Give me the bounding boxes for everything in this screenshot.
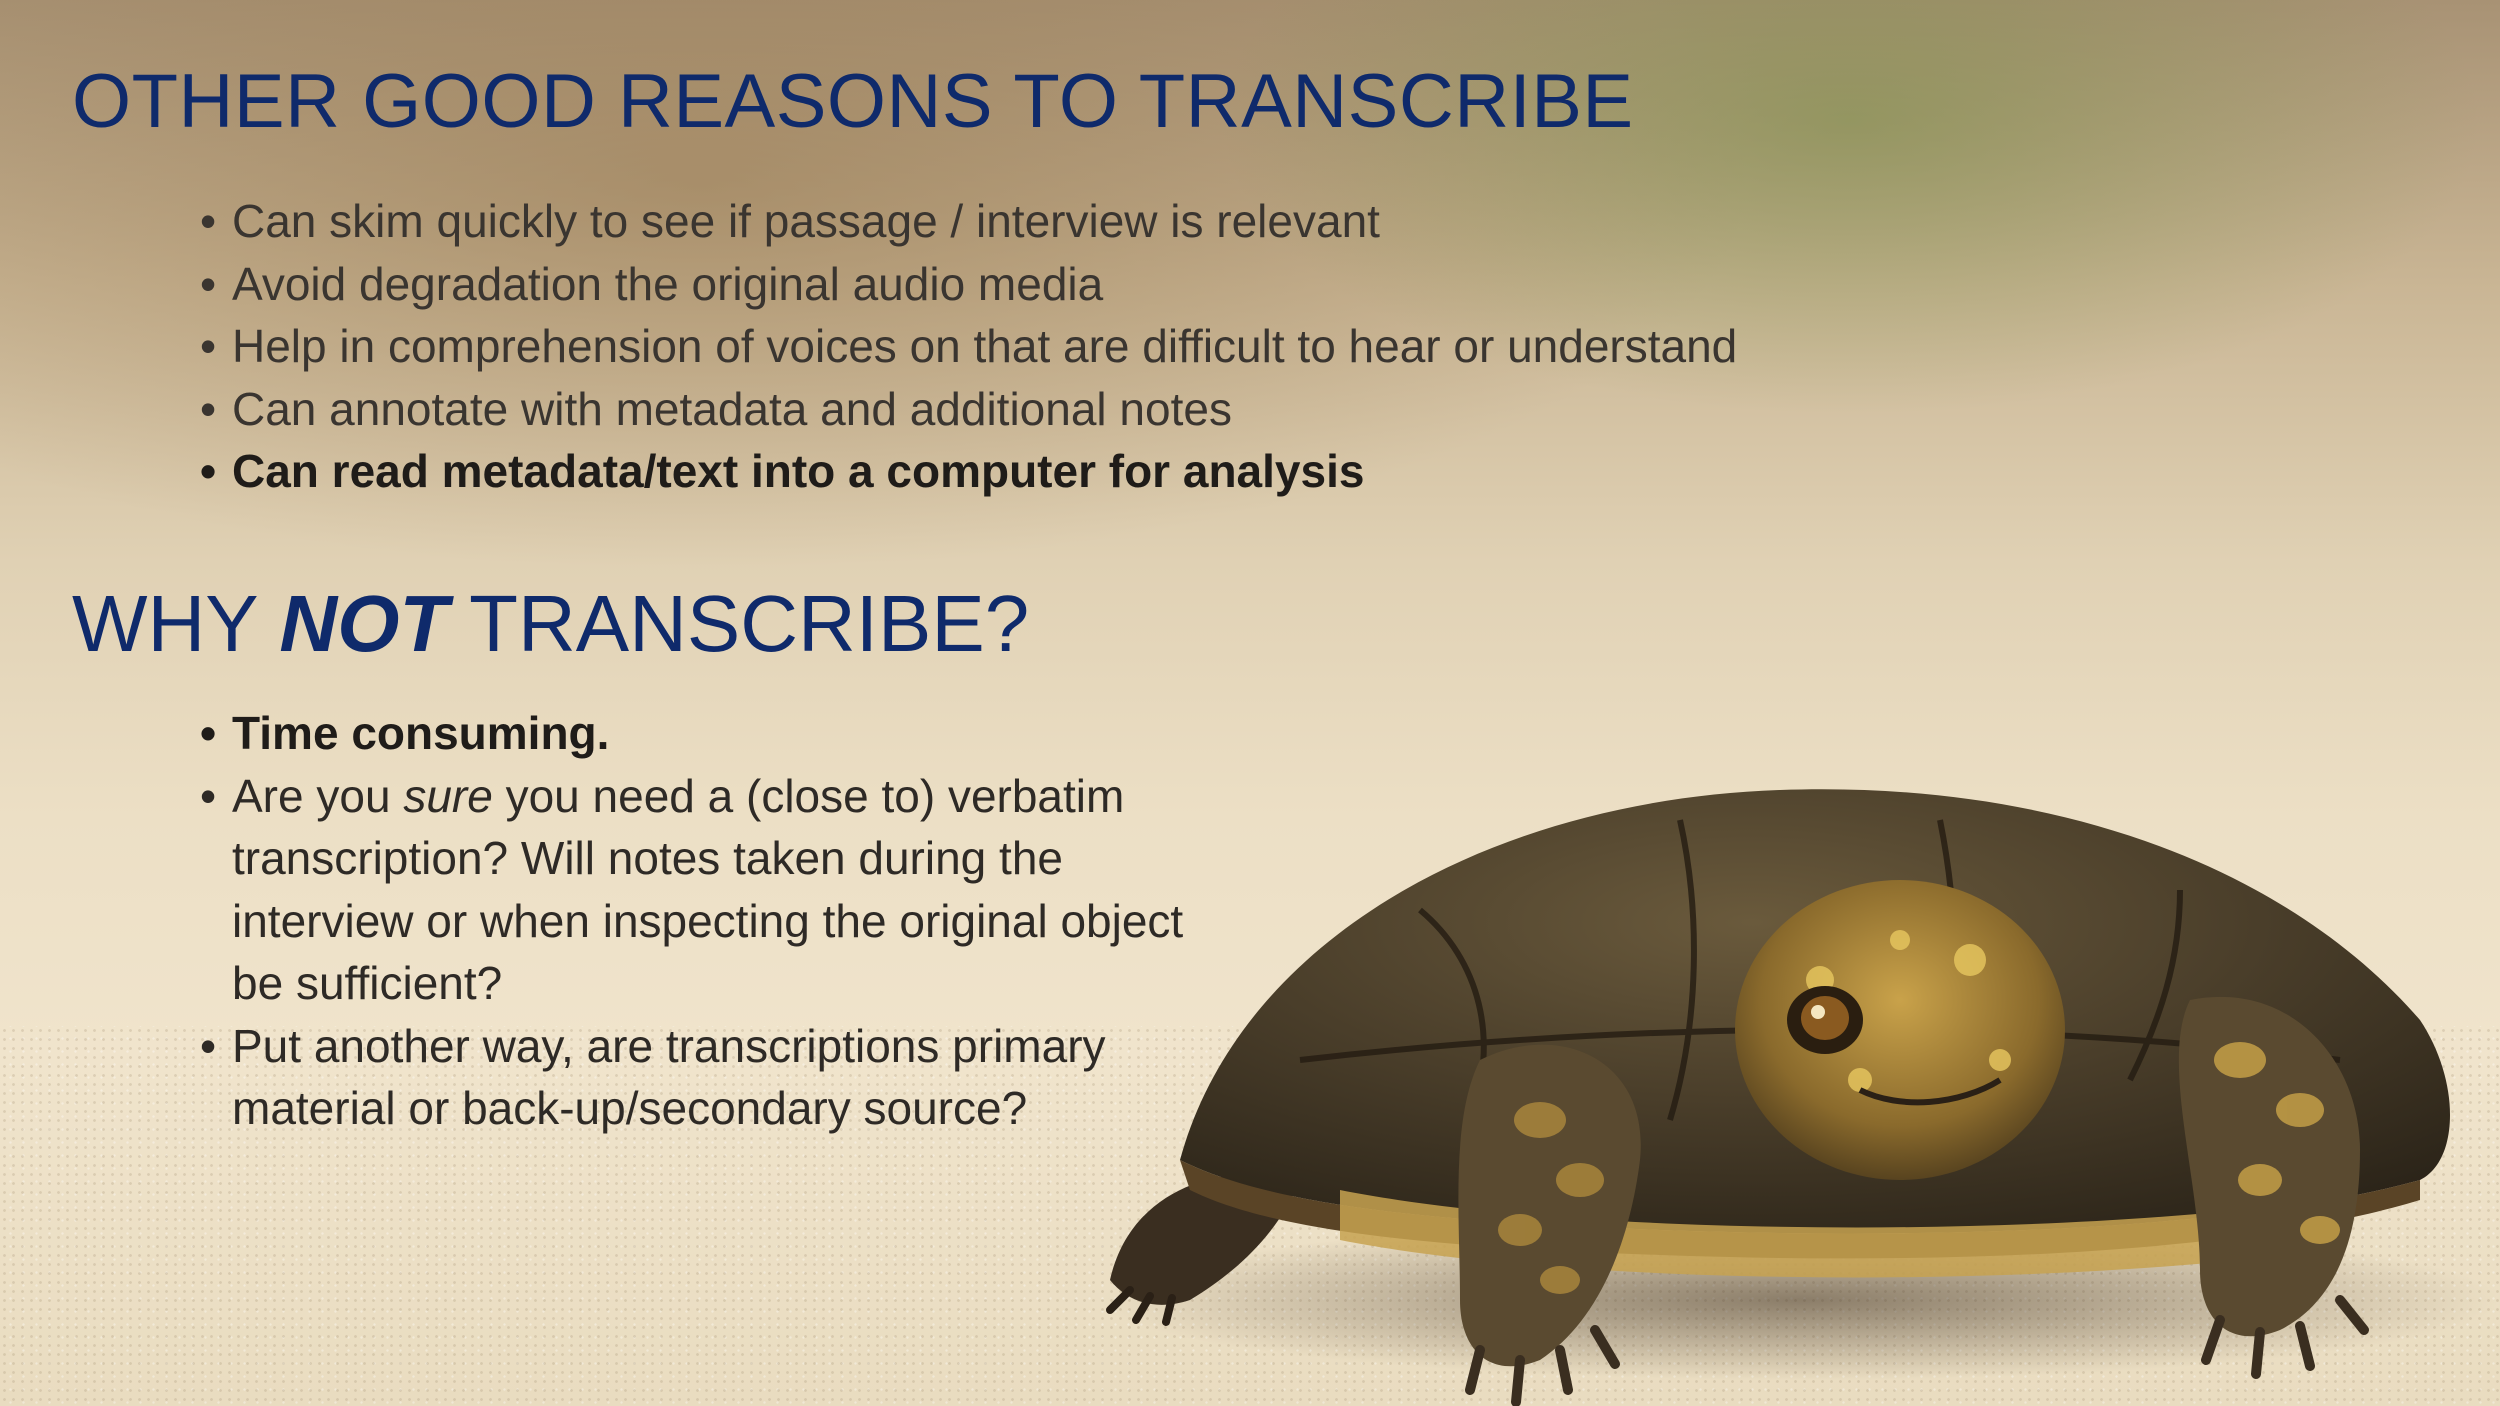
section2-title: WHY NOT TRANSCRIBE?: [72, 578, 1029, 670]
section2-title-emphasis: NOT: [279, 579, 449, 668]
list-item: Put another way, are transcriptions prim…: [200, 1015, 1192, 1140]
list-item: Help in comprehension of voices on that …: [200, 315, 1737, 378]
section1-title: OTHER GOOD REASONS TO TRANSCRIBE: [72, 59, 1634, 144]
list-item: Are you sure you need a (close to) verba…: [200, 765, 1192, 1015]
list-item: Can annotate with metadata and additiona…: [200, 378, 1737, 441]
bullet-text-emphasis: sure: [403, 769, 493, 822]
bullet-text-end: you need a (close to) verbatim transcrip…: [232, 769, 1184, 1010]
list-item: Avoid degradation the original audio med…: [200, 253, 1737, 316]
section2-title-end: TRANSCRIBE?: [448, 579, 1030, 668]
turtle-image: [1100, 789, 2500, 1406]
section2-title-start: WHY: [72, 579, 280, 668]
section2-bullet-list: Time consuming. Are you sure you need a …: [200, 702, 1192, 1140]
list-item: Can skim quickly to see if passage / int…: [200, 190, 1737, 253]
list-item: Can read metadata/text into a computer f…: [200, 440, 1737, 503]
list-item: Time consuming.: [200, 702, 1192, 765]
bullet-text-start: Are you: [232, 769, 404, 822]
section1-bullet-list: Can skim quickly to see if passage / int…: [200, 190, 1737, 503]
